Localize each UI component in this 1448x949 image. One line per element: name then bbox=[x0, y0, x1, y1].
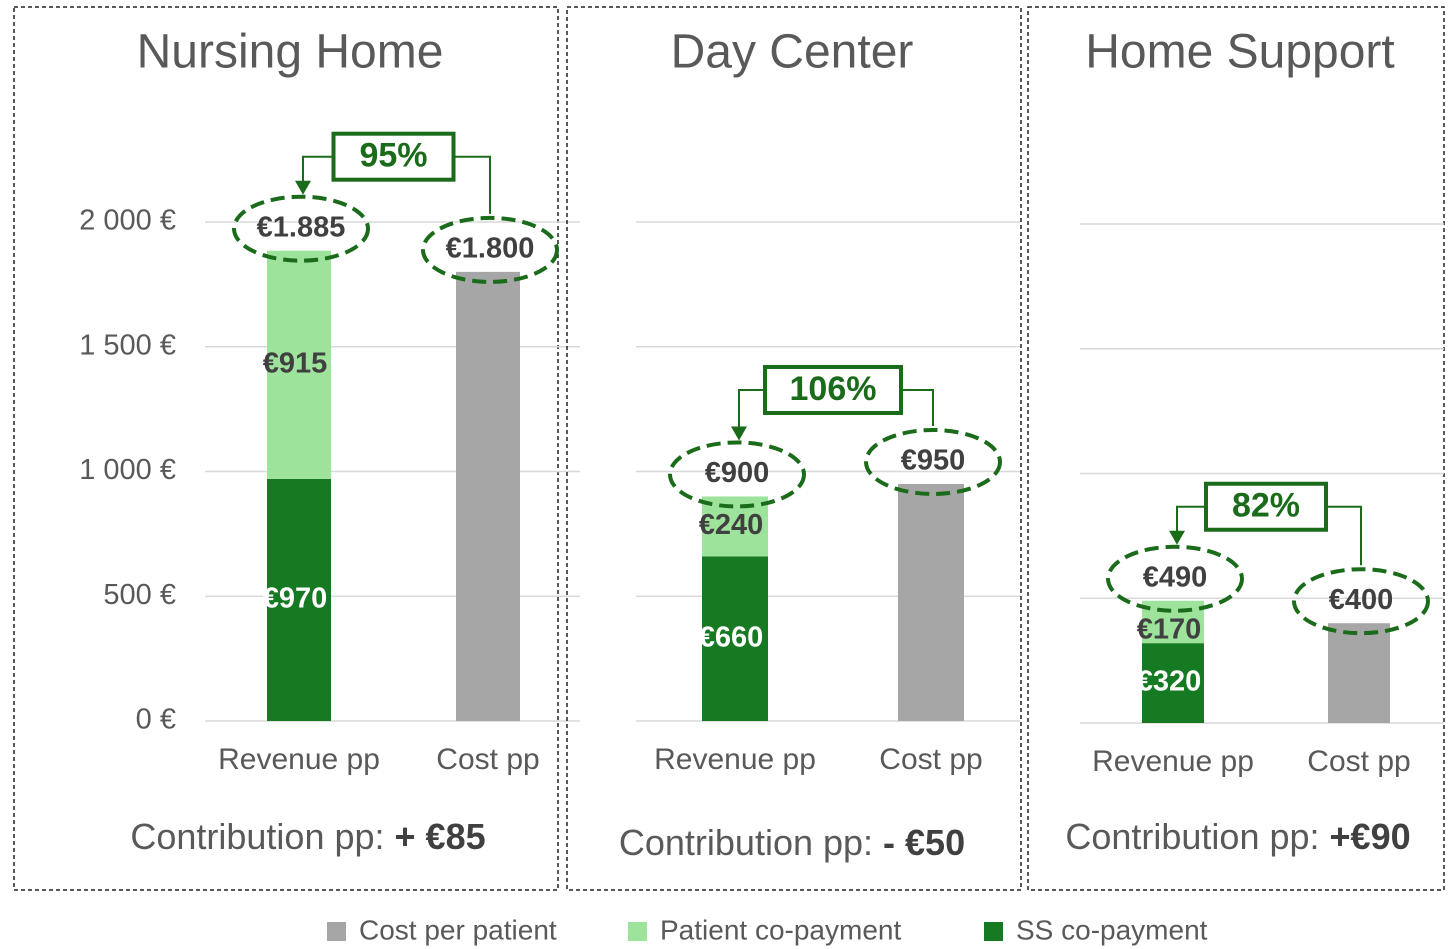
connector bbox=[1326, 505, 1362, 566]
x-tick-label: Cost pp bbox=[436, 743, 539, 776]
callout-label: €490 bbox=[1143, 561, 1208, 593]
connector bbox=[738, 388, 765, 429]
arrowhead bbox=[295, 180, 311, 195]
bar-segment bbox=[267, 478, 331, 721]
callout-ellipse bbox=[1106, 544, 1244, 613]
bar-segment bbox=[267, 250, 331, 479]
ratio-label: 106% bbox=[790, 370, 877, 408]
value-label: €240 bbox=[699, 509, 764, 541]
callout-ellipse bbox=[421, 215, 559, 284]
callout-label: €1.800 bbox=[446, 233, 535, 265]
contribution: Contribution pp: - €50 bbox=[619, 822, 965, 863]
panels: Nursing Home 0 € 500 € 1 000 € 1 500 € 2 000 … bbox=[13, 6, 1445, 891]
y-tick-label: 1 500 € bbox=[79, 329, 176, 361]
contribution-label: Contribution pp: bbox=[130, 816, 384, 857]
callout-label: €900 bbox=[705, 457, 770, 489]
panel-title: Nursing Home bbox=[137, 26, 444, 79]
legend-label: Cost per patient bbox=[359, 914, 557, 945]
callout-ellipse bbox=[864, 427, 1002, 496]
callout-ellipse bbox=[668, 440, 806, 509]
y-tick-label: 0 € bbox=[136, 704, 176, 736]
x-tick-label: Revenue pp bbox=[218, 743, 380, 776]
x-tick-label: Revenue pp bbox=[654, 743, 816, 776]
x-tick-label: Revenue pp bbox=[1092, 745, 1254, 778]
connector bbox=[901, 388, 934, 426]
callout-ellipse bbox=[1292, 567, 1430, 636]
y-tick-label: 500 € bbox=[103, 579, 176, 611]
value-label: €170 bbox=[1137, 613, 1202, 645]
ratio-box bbox=[331, 131, 456, 182]
bar-segment bbox=[702, 556, 768, 721]
ratio-label: 82% bbox=[1232, 487, 1300, 525]
y-tick-label: 1 000 € bbox=[79, 454, 176, 486]
bar-segment bbox=[702, 496, 768, 557]
ratio-box bbox=[1204, 481, 1328, 532]
value-label: €915 bbox=[263, 347, 328, 379]
bar-segment bbox=[1328, 623, 1390, 723]
bar-segment bbox=[456, 271, 520, 721]
contribution-value: - €50 bbox=[883, 822, 965, 863]
callout-label: €400 bbox=[1329, 584, 1394, 616]
legend-swatch bbox=[984, 922, 1003, 941]
legend-label: SS co-payment bbox=[1016, 914, 1208, 945]
bar-segment bbox=[898, 483, 964, 721]
connector bbox=[1176, 505, 1206, 533]
x-tick-label: Cost pp bbox=[879, 743, 982, 776]
contribution-label: Contribution pp: bbox=[1065, 816, 1319, 857]
arrowhead bbox=[731, 426, 747, 441]
callout-label: €1.885 bbox=[257, 211, 346, 243]
callout-label: €950 bbox=[901, 445, 966, 477]
legend-swatch bbox=[628, 922, 647, 941]
bar-segment bbox=[1142, 600, 1204, 644]
value-label: €320 bbox=[1137, 666, 1202, 698]
panel-title: Home Support bbox=[1085, 26, 1395, 79]
panel-border bbox=[1027, 6, 1445, 891]
y-tick-label: 2 000 € bbox=[79, 205, 176, 237]
contribution: Contribution pp: +€90 bbox=[1065, 816, 1410, 857]
panel-title: Day Center bbox=[671, 26, 914, 79]
contribution-label: Contribution pp: bbox=[619, 822, 873, 863]
panel: Nursing Home 0 € 500 € 1 000 € 1 500 € 2 000 … bbox=[13, 6, 580, 891]
arrowhead bbox=[1169, 530, 1185, 545]
ratio-label: 95% bbox=[359, 137, 427, 175]
contribution-value: + €85 bbox=[395, 816, 486, 857]
panel-border bbox=[566, 6, 1022, 891]
bar-segment bbox=[1142, 643, 1204, 723]
legend-label: Patient co-payment bbox=[660, 914, 901, 945]
connector bbox=[453, 155, 491, 214]
legend-swatch bbox=[327, 922, 346, 941]
x-tick-label: Cost pp bbox=[1307, 745, 1410, 778]
contribution: Contribution pp: + €85 bbox=[130, 816, 485, 857]
panel: Home Support Revenue pp €320 €170 Cost pp €49… bbox=[1027, 6, 1445, 891]
connector bbox=[302, 155, 334, 183]
contribution-value: +€90 bbox=[1330, 816, 1411, 857]
ratio-box bbox=[763, 364, 903, 415]
panel: Day Center Revenue pp €660 €240 Cost pp €900 €… bbox=[566, 6, 1022, 891]
value-label: €970 bbox=[263, 583, 328, 615]
callout-ellipse bbox=[232, 194, 370, 263]
value-label: €660 bbox=[699, 621, 764, 653]
